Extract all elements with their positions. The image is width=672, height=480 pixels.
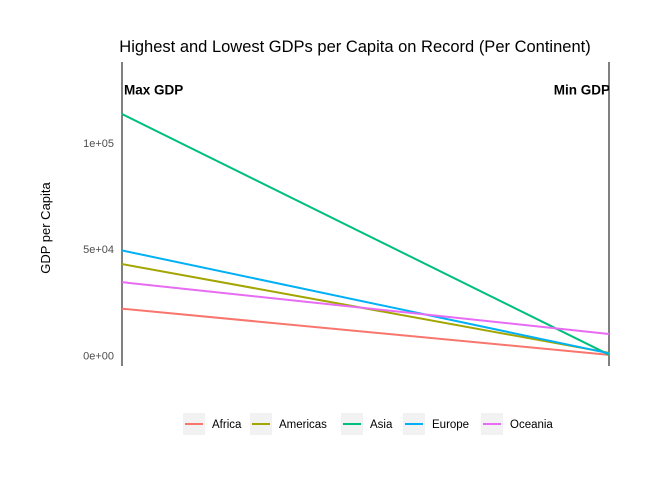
legend-label-asia: Asia xyxy=(370,419,393,431)
series-line-asia xyxy=(121,113,610,356)
annotation-min: Min GDP xyxy=(554,83,610,98)
y-tick-label: 0e+00 xyxy=(83,350,114,362)
legend-label-europe: Europe xyxy=(432,419,469,431)
legend-label-americas: Americas xyxy=(279,419,327,431)
annotation-max: Max GDP xyxy=(124,83,183,98)
y-axis-label: GDP per Capita xyxy=(38,181,53,273)
y-axis-ticks: 0e+00 5e+04 1e+05 xyxy=(83,138,114,363)
series-lines xyxy=(121,113,610,356)
series-line-oceania xyxy=(121,281,610,336)
series-line-europe xyxy=(121,249,610,355)
legend-label-oceania: Oceania xyxy=(510,419,553,431)
legend: Africa Americas Asia Europe Oceania xyxy=(183,413,553,435)
series-line-africa xyxy=(121,307,610,356)
annotations: Max GDP Min GDP xyxy=(124,83,610,98)
y-tick-label: 5e+04 xyxy=(83,244,114,256)
chart-title: Highest and Lowest GDPs per Capita on Re… xyxy=(119,38,590,56)
category-lines xyxy=(121,62,610,366)
y-tick-label: 1e+05 xyxy=(83,138,114,150)
legend-label-africa: Africa xyxy=(212,419,242,431)
